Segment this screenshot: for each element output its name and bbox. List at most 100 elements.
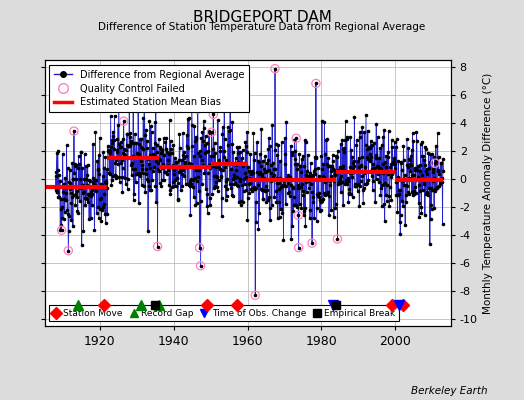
Point bbox=[102, 220, 110, 226]
Point bbox=[236, 148, 244, 155]
Point bbox=[232, 162, 240, 169]
Point bbox=[279, 182, 287, 188]
Point bbox=[341, 137, 350, 144]
Point bbox=[425, 185, 433, 191]
Point bbox=[58, 227, 66, 234]
Point bbox=[439, 156, 447, 162]
Point bbox=[114, 161, 123, 167]
Point bbox=[347, 147, 355, 153]
Point bbox=[191, 134, 200, 140]
Point bbox=[318, 118, 326, 124]
Point bbox=[103, 184, 112, 191]
Point bbox=[387, 161, 395, 167]
Point bbox=[115, 94, 123, 100]
Point bbox=[321, 192, 330, 199]
Point bbox=[239, 188, 248, 195]
Point bbox=[136, 172, 145, 179]
Point bbox=[190, 138, 199, 144]
Point bbox=[185, 182, 193, 188]
Point bbox=[306, 207, 314, 213]
Point bbox=[325, 212, 333, 218]
Point bbox=[367, 138, 375, 144]
Point bbox=[236, 178, 245, 184]
Point bbox=[192, 166, 200, 173]
Point bbox=[73, 208, 82, 215]
Point bbox=[107, 182, 115, 188]
Point bbox=[211, 150, 220, 156]
Point bbox=[221, 136, 229, 142]
Point bbox=[281, 135, 289, 142]
Point bbox=[233, 150, 242, 156]
Point bbox=[432, 158, 440, 164]
Point bbox=[144, 228, 152, 234]
Point bbox=[106, 113, 115, 120]
Point bbox=[111, 172, 119, 178]
Point bbox=[169, 162, 177, 169]
Point bbox=[337, 189, 345, 195]
Point bbox=[308, 240, 316, 246]
Point bbox=[188, 143, 196, 149]
Point bbox=[155, 168, 163, 174]
Point bbox=[113, 147, 121, 154]
Point bbox=[55, 194, 63, 200]
Point bbox=[411, 165, 420, 171]
Point bbox=[220, 92, 228, 98]
Point bbox=[63, 165, 72, 172]
Point bbox=[420, 180, 428, 187]
Point bbox=[256, 169, 265, 175]
Point bbox=[59, 151, 67, 157]
Point bbox=[56, 194, 64, 200]
Point bbox=[397, 167, 406, 173]
Point bbox=[56, 178, 64, 184]
Point bbox=[187, 181, 195, 187]
Point bbox=[337, 173, 345, 179]
Point bbox=[338, 164, 346, 171]
Point bbox=[115, 141, 123, 147]
Point bbox=[153, 148, 161, 155]
Point bbox=[413, 174, 422, 180]
Point bbox=[190, 123, 199, 129]
Point bbox=[296, 201, 304, 207]
Point bbox=[291, 148, 299, 154]
Point bbox=[278, 210, 287, 216]
Point bbox=[79, 182, 88, 188]
Point bbox=[331, 172, 339, 178]
Point bbox=[438, 175, 446, 181]
Point bbox=[213, 188, 222, 194]
Point bbox=[376, 192, 385, 198]
Point bbox=[281, 151, 289, 158]
Point bbox=[112, 173, 120, 180]
Point bbox=[127, 162, 135, 168]
Point bbox=[66, 167, 74, 173]
Point bbox=[388, 171, 396, 177]
Point bbox=[305, 178, 313, 184]
Point bbox=[226, 92, 234, 99]
Point bbox=[134, 169, 142, 176]
Point bbox=[145, 118, 154, 125]
Point bbox=[138, 170, 147, 176]
Point bbox=[147, 122, 155, 129]
Point bbox=[335, 176, 344, 182]
Point bbox=[207, 162, 215, 168]
Point bbox=[197, 135, 205, 142]
Point bbox=[431, 186, 440, 192]
Point bbox=[318, 166, 326, 172]
Point bbox=[300, 163, 309, 169]
Point bbox=[253, 139, 261, 145]
Point bbox=[145, 183, 154, 189]
Point bbox=[358, 173, 367, 179]
Point bbox=[205, 162, 213, 169]
Point bbox=[421, 212, 429, 218]
Point bbox=[147, 129, 156, 135]
Point bbox=[315, 208, 324, 214]
Point bbox=[415, 214, 423, 220]
Point bbox=[428, 187, 436, 193]
Point bbox=[212, 179, 220, 185]
Point bbox=[355, 134, 364, 140]
Point bbox=[325, 182, 334, 188]
Point bbox=[184, 160, 193, 166]
Point bbox=[246, 180, 254, 186]
Point bbox=[271, 141, 280, 147]
Point bbox=[356, 182, 365, 189]
Point bbox=[150, 140, 159, 146]
